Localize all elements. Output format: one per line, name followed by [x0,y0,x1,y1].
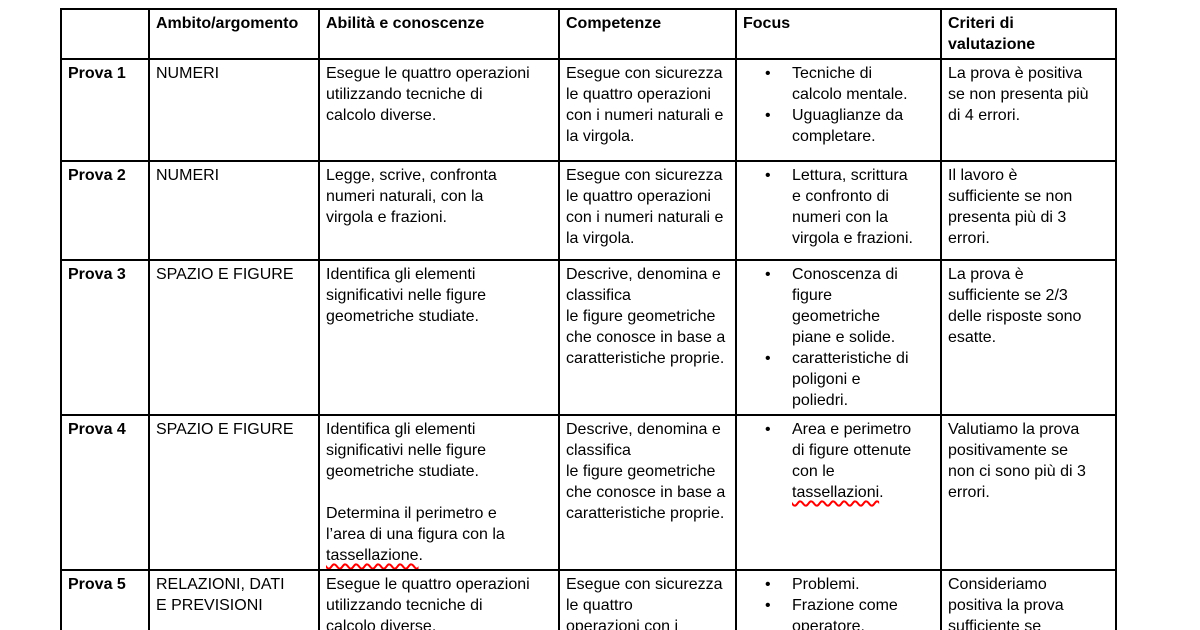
row-label: Prova 2 [60,160,150,261]
focus-list: Lettura, scrittura e confronto di numeri… [743,165,935,249]
table-row-prova-4: Prova 4 SPAZIO E FIGURE Identifica gli e… [60,414,1117,571]
header-row: Ambito/argomento Abilità e conoscenze Co… [60,8,1117,60]
focus-list: Tecniche di calcolo mentale. Uguaglianze… [743,63,935,147]
cell-competenze: Descrive, denomina e classifica le figur… [558,414,737,571]
cell-ambito: SPAZIO E FIGURE [148,259,320,416]
focus-list: Problemi. Frazione come operatore. Calco… [743,574,935,630]
row-label: Prova 5 [60,569,150,630]
focus-item: Problemi. [765,574,935,595]
focus-list: Area e perimetro di figure ottenute con … [743,419,935,503]
cell-abilita: Identifica gli elementi significativi ne… [318,259,560,416]
column-header-criteri: Criteri di valutazione [940,8,1117,60]
row-label: Prova 3 [60,259,150,416]
row-label: Prova 1 [60,58,150,162]
cell-criteri: Consideriamo positiva la prova sufficien… [940,569,1117,630]
cell-criteri: La prova è sufficiente se 2/3 delle risp… [940,259,1117,416]
column-header-competenze: Competenze [558,8,737,60]
cell-criteri: Valutiamo la prova positivamente se non … [940,414,1117,571]
table-row-prova-5: Prova 5 RELAZIONI, DATI E PREVISIONI Ese… [60,569,1117,630]
cell-abilita: Legge, scrive, confronta numeri naturali… [318,160,560,261]
assessment-table: Ambito/argomento Abilità e conoscenze Co… [60,8,1117,630]
cell-ambito: RELAZIONI, DATI E PREVISIONI [148,569,320,630]
row-label: Prova 4 [60,414,150,571]
cell-competenze: Esegue con sicurezza le quattro operazio… [558,569,737,630]
cell-competenze: Descrive, denomina e classifica le figur… [558,259,737,416]
table-row-prova-3: Prova 3 SPAZIO E FIGURE Identifica gli e… [60,259,1117,416]
cell-criteri: Il lavoro è sufficiente se non presenta … [940,160,1117,261]
column-header-abilita: Abilità e conoscenze [318,8,560,60]
focus-item: Area e perimetro di figure ottenute con … [765,419,935,503]
cell-focus: Problemi. Frazione come operatore. Calco… [735,569,942,630]
cell-ambito: SPAZIO E FIGURE [148,414,320,571]
focus-list: Conoscenza di figure geometriche piane e… [743,264,935,411]
focus-item: Tecniche di calcolo mentale. [765,63,935,105]
cell-ambito: NUMERI [148,160,320,261]
cell-focus: Conoscenza di figure geometriche piane e… [735,259,942,416]
cell-ambito: NUMERI [148,58,320,162]
table-row-prova-1: Prova 1 NUMERI Esegue le quattro operazi… [60,58,1117,162]
focus-item: Uguaglianze da completare. [765,105,935,147]
cell-abilita: Esegue le quattro operazioni utilizzando… [318,58,560,162]
focus-item: Frazione come operatore. [765,595,935,630]
cell-competenze: Esegue con sicurezza le quattro operazio… [558,58,737,162]
focus-item: caratteristiche di poligoni e poliedri. [765,348,935,411]
cell-competenze: Esegue con sicurezza le quattro operazio… [558,160,737,261]
cell-focus: Tecniche di calcolo mentale. Uguaglianze… [735,58,942,162]
column-header-ambito: Ambito/argomento [148,8,320,60]
cell-criteri: La prova è positiva se non presenta più … [940,58,1117,162]
cell-abilita: Identifica gli elementi significativi ne… [318,414,560,571]
column-header-empty [60,8,150,60]
cell-focus: Area e perimetro di figure ottenute con … [735,414,942,571]
column-header-focus: Focus [735,8,942,60]
cell-focus: Lettura, scrittura e confronto di numeri… [735,160,942,261]
table-row-prova-2: Prova 2 NUMERI Legge, scrive, confronta … [60,160,1117,261]
focus-item: Lettura, scrittura e confronto di numeri… [765,165,935,249]
focus-item: Conoscenza di figure geometriche piane e… [765,264,935,348]
cell-abilita: Esegue le quattro operazioni utilizzando… [318,569,560,630]
